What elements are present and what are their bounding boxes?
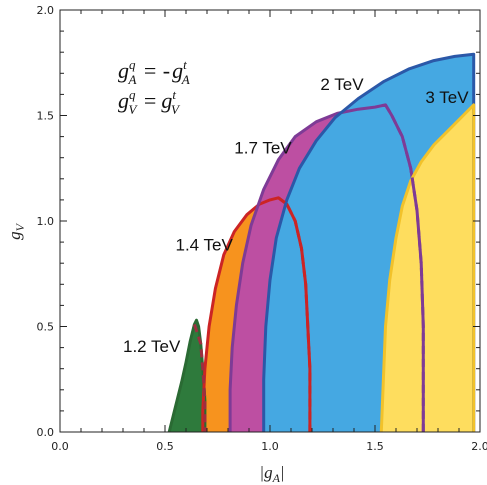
- x-tick-label: 0.0: [51, 440, 69, 453]
- x-tick-label: 2.0: [471, 440, 487, 453]
- dashed-1-2-tev: [192, 323, 207, 432]
- y-axis-title: gV: [5, 222, 27, 240]
- label-1-7-tev: 1.7 TeV: [234, 138, 292, 157]
- ticks-layer: 0.0 0.5 1.0 1.5 2.0 0.0 0.5 1.0 1.5 2.0: [37, 4, 487, 453]
- label-2-tev: 2 TeV: [320, 75, 364, 94]
- x-tick-label: 1.0: [261, 440, 279, 453]
- dashed-1-7-tev: [384, 104, 425, 432]
- dashed-layer: [192, 104, 425, 432]
- x-tick-label: 1.5: [366, 440, 384, 453]
- label-1-2-tev: 1.2 TeV: [123, 337, 181, 356]
- boundary-3-tev: [379, 103, 476, 433]
- labels-layer: 1.2 TeV 1.4 TeV 1.7 TeV 2 TeV 3 TeV: [123, 75, 469, 356]
- x-axis-title: |gA|: [259, 463, 284, 485]
- y-tick-label: 0.0: [37, 426, 55, 439]
- x-tick-label: 0.5: [156, 440, 174, 453]
- y-tick-label: 1.0: [37, 215, 55, 228]
- label-3-tev: 3 TeV: [425, 88, 469, 107]
- boundary-2-tev: [262, 52, 476, 432]
- legend-line-2: gq V = gt V: [118, 87, 181, 117]
- regions-layer: [167, 52, 476, 433]
- boundary-1-4-tev: [201, 196, 312, 432]
- label-1-4-tev: 1.4 TeV: [176, 236, 234, 255]
- region-1-2-tev: [169, 320, 205, 432]
- legend-line-1: gq A = -gt A: [118, 57, 190, 87]
- legend: gq A = -gt A gq V = gt V: [118, 57, 190, 117]
- y-tick-label: 2.0: [37, 4, 55, 17]
- region-3-tev: [381, 104, 474, 433]
- y-tick-label: 1.5: [37, 110, 55, 123]
- dashed-1-4-tev: [277, 196, 312, 432]
- y-tick-label: 0.5: [37, 321, 55, 334]
